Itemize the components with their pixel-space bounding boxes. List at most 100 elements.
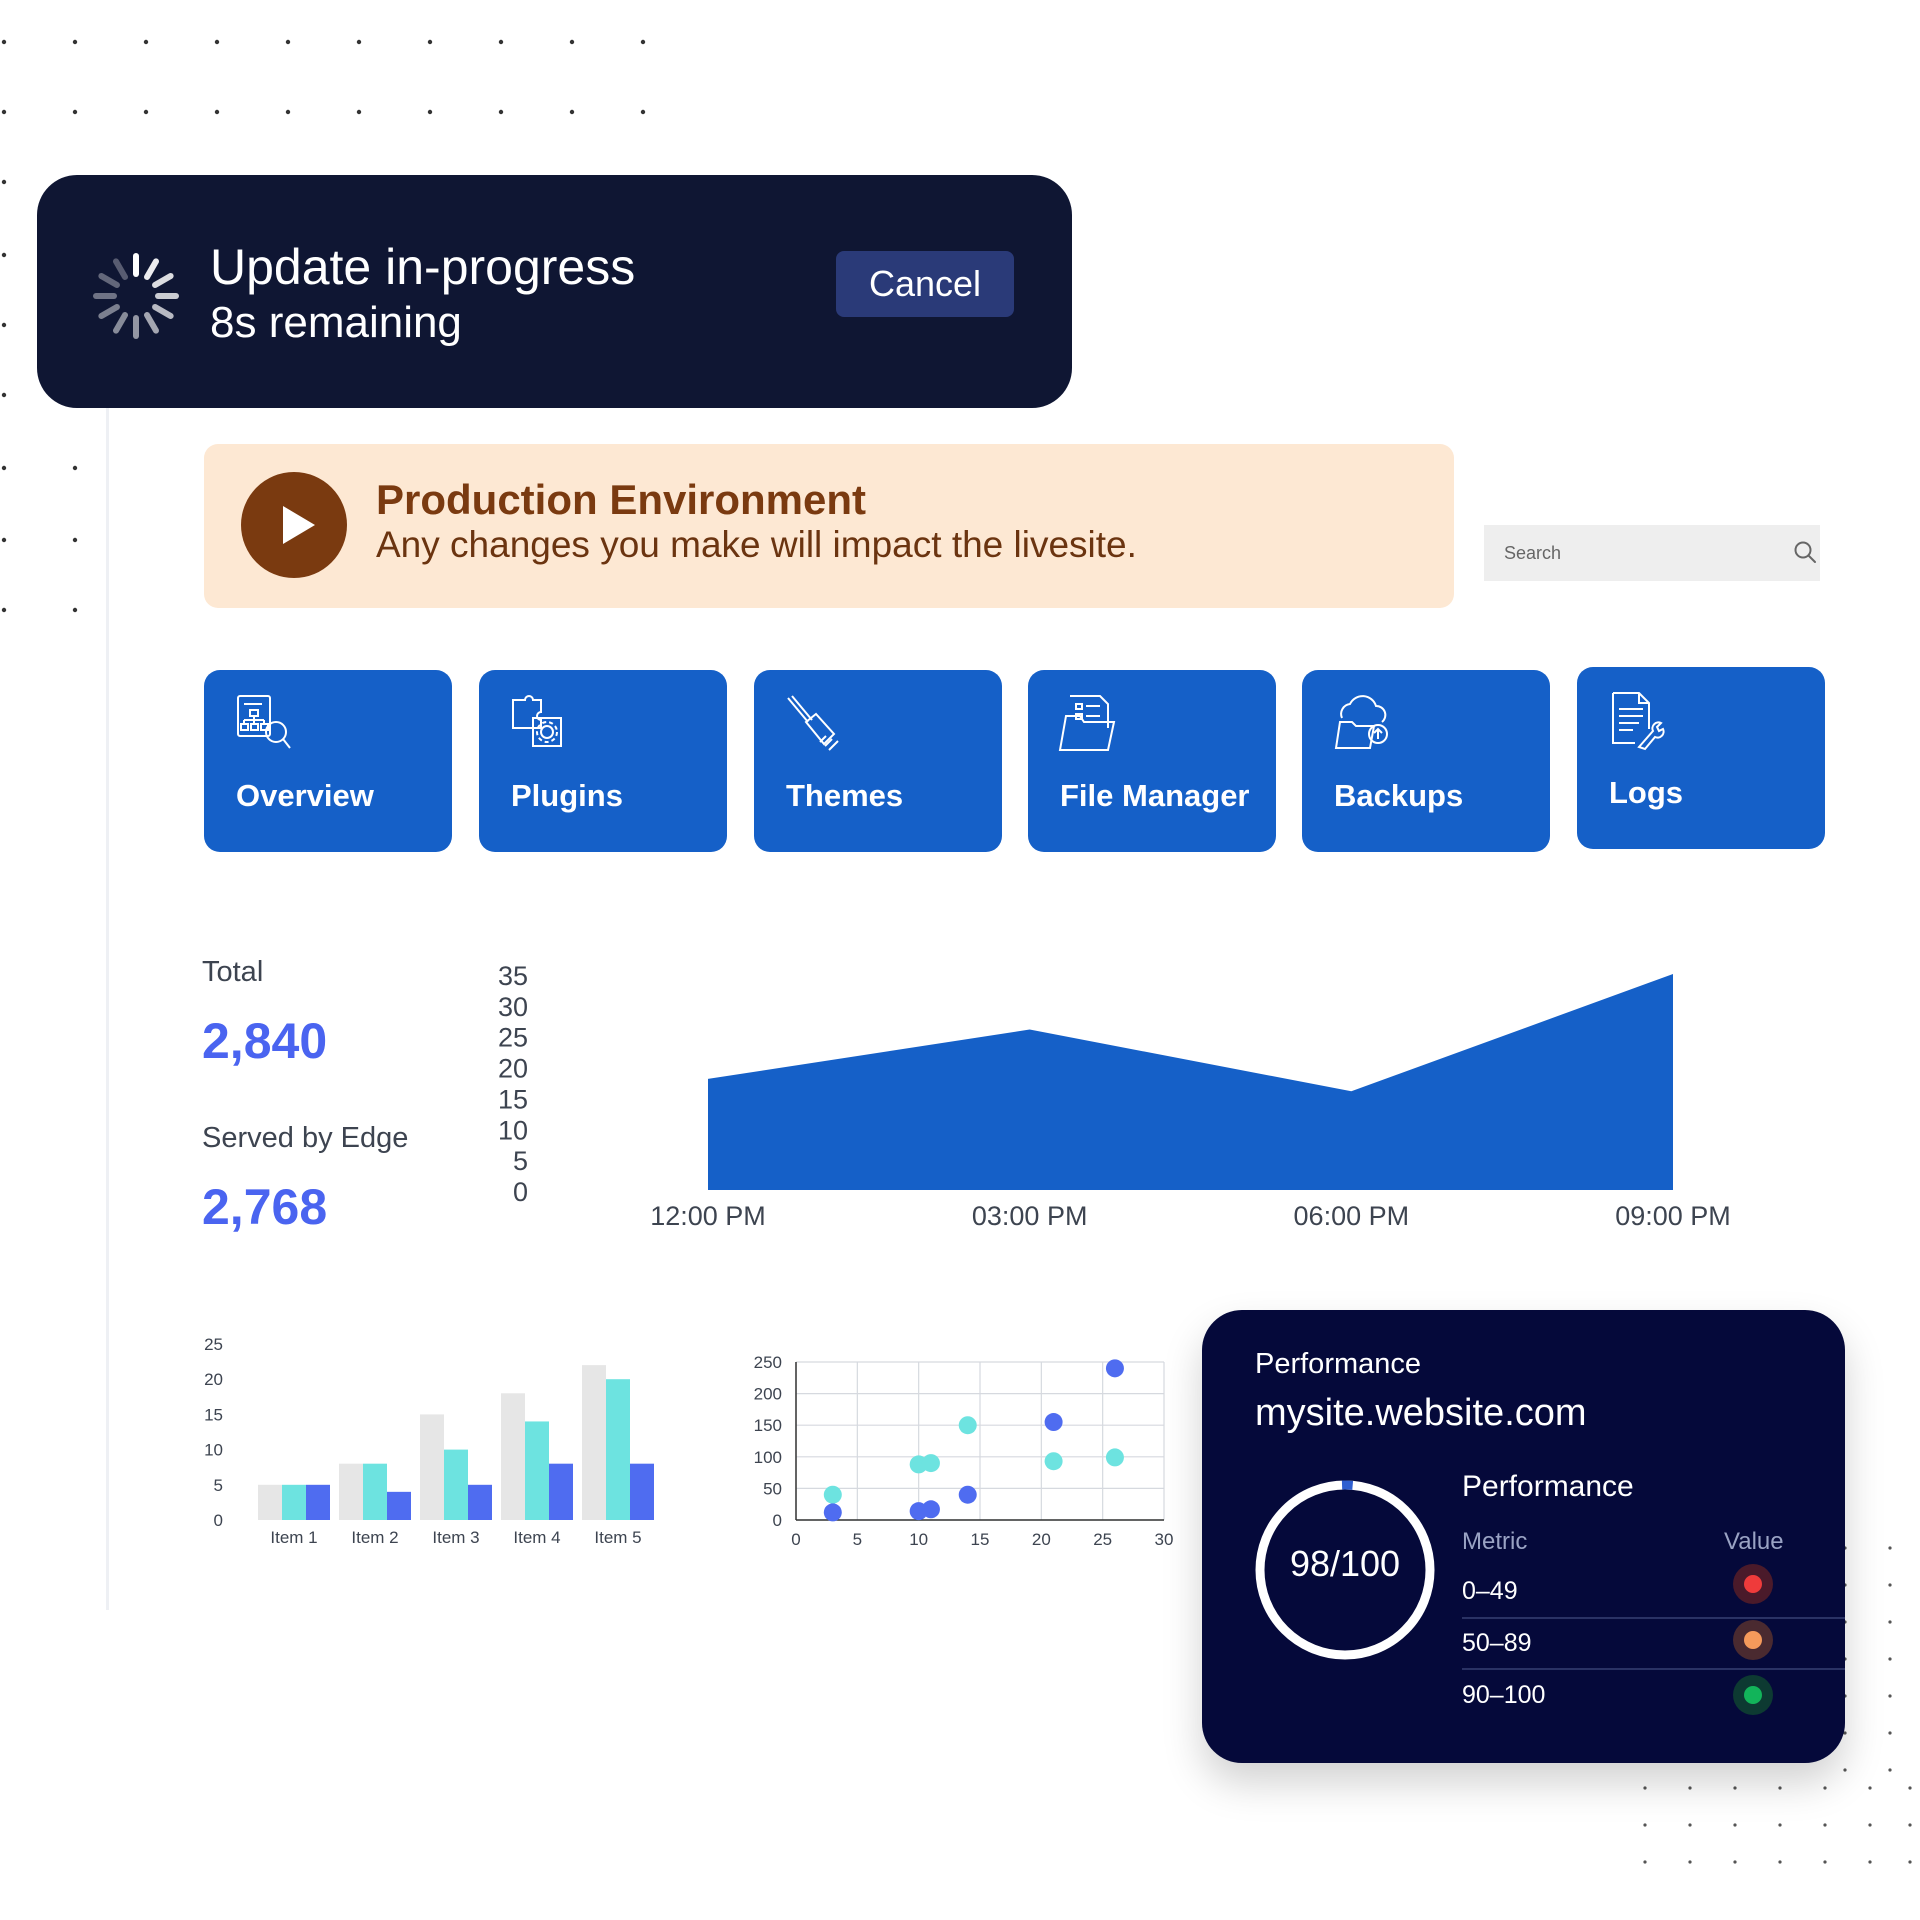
- row-divider: [1462, 1668, 1845, 1670]
- status-dot-red: [1733, 1564, 1773, 1604]
- tile-plugins[interactable]: Plugins: [479, 670, 727, 852]
- x-tick-label: 10: [909, 1530, 928, 1549]
- play-icon[interactable]: [241, 472, 347, 578]
- bar: [525, 1421, 549, 1520]
- scatter-point: [1044, 1413, 1063, 1432]
- area-series: [708, 974, 1673, 1190]
- metric-row-label: 90–100: [1462, 1681, 1546, 1709]
- y-tick-label: 150: [754, 1416, 782, 1435]
- bar: [363, 1463, 387, 1520]
- scatter-point: [1044, 1452, 1063, 1471]
- x-tick-label: 06:00 PM: [1294, 1201, 1410, 1231]
- x-tick-label: 20: [1032, 1530, 1051, 1549]
- y-tick-label: 30: [498, 992, 528, 1022]
- scatter-point: [909, 1455, 928, 1474]
- y-tick-label: 25: [204, 1335, 223, 1354]
- y-tick-label: 50: [763, 1479, 782, 1498]
- scatter-point: [921, 1500, 940, 1519]
- bar: [444, 1449, 468, 1520]
- update-title: Update in-progress: [210, 239, 636, 295]
- status-dot-green: [1733, 1675, 1773, 1715]
- loading-spinner-icon: [93, 253, 179, 339]
- search-icon[interactable]: [1792, 539, 1818, 565]
- tile-label: Backups: [1334, 778, 1464, 813]
- bar: [468, 1484, 492, 1520]
- tile-overview[interactable]: Overview: [204, 670, 452, 852]
- tile-label: Themes: [786, 778, 904, 813]
- x-tick-label: Item 5: [594, 1528, 641, 1547]
- x-tick-label: 0: [791, 1530, 800, 1549]
- performance-score: 98/100: [1289, 1543, 1401, 1584]
- document-wrench-icon: [1612, 692, 1665, 751]
- update-remaining-time: 8s remaining: [210, 298, 462, 347]
- tile-themes[interactable]: Themes: [754, 670, 1002, 852]
- scatter-point: [1105, 1448, 1124, 1467]
- folder-icon: [1058, 695, 1116, 751]
- y-tick-label: 0: [513, 1177, 528, 1207]
- scatter-point: [1105, 1359, 1124, 1378]
- sitemap-search-icon: [237, 695, 291, 749]
- tile-label: Plugins: [511, 778, 623, 813]
- status-dot-orange: [1733, 1620, 1773, 1660]
- y-tick-label: 200: [754, 1385, 782, 1404]
- tile-label: Overview: [236, 778, 374, 813]
- scatter-point: [958, 1485, 977, 1504]
- y-tick-label: 0: [773, 1511, 782, 1530]
- performance-subheading: Performance: [1462, 1470, 1634, 1503]
- bar: [582, 1365, 606, 1520]
- performance-heading: Performance: [1255, 1348, 1422, 1380]
- y-tick-label: 20: [204, 1370, 223, 1389]
- value-column-header: Value: [1724, 1528, 1784, 1555]
- x-tick-label: 5: [853, 1530, 862, 1549]
- banner-title: Production Environment: [376, 476, 867, 523]
- cancel-button[interactable]: Cancel: [836, 251, 1014, 317]
- scatter-point: [823, 1485, 842, 1504]
- paintbrush-icon: [787, 695, 839, 751]
- served-by-edge-value: 2,768: [202, 1179, 328, 1235]
- metric-row-label: 50–89: [1462, 1629, 1532, 1657]
- total-label: Total: [202, 956, 264, 988]
- bar: [501, 1393, 525, 1520]
- y-tick-label: 5: [513, 1146, 528, 1176]
- total-value: 2,840: [202, 1013, 328, 1069]
- y-tick-label: 20: [498, 1054, 528, 1084]
- bar: [420, 1414, 444, 1520]
- metric-column-header: Metric: [1462, 1528, 1528, 1555]
- scatter-point: [921, 1454, 940, 1473]
- performance-site-url: mysite.website.com: [1255, 1392, 1587, 1434]
- production-environment-banner: [204, 444, 1454, 608]
- x-tick-label: 15: [971, 1530, 990, 1549]
- metric-row-label: 0–49: [1462, 1577, 1518, 1605]
- tile-file-manager[interactable]: File Manager: [1028, 670, 1276, 852]
- scatter-point: [823, 1503, 842, 1522]
- banner-subtitle: Any changes you make will impact the liv…: [376, 524, 1137, 565]
- x-tick-label: Item 1: [270, 1528, 317, 1547]
- y-tick-label: 25: [498, 1023, 528, 1053]
- y-tick-label: 15: [204, 1405, 223, 1424]
- row-divider: [1462, 1617, 1845, 1619]
- x-tick-label: 03:00 PM: [972, 1201, 1088, 1231]
- tile-label: File Manager: [1060, 778, 1250, 813]
- x-tick-label: Item 2: [351, 1528, 398, 1547]
- y-tick-label: 5: [214, 1476, 223, 1495]
- bar: [606, 1379, 630, 1520]
- y-tick-label: 10: [498, 1115, 528, 1145]
- scatter-point: [958, 1416, 977, 1435]
- bar: [258, 1484, 282, 1520]
- y-tick-label: 35: [498, 961, 528, 991]
- x-tick-label: Item 4: [513, 1528, 560, 1547]
- tile-label: Logs: [1609, 775, 1684, 810]
- bar: [549, 1463, 573, 1520]
- y-tick-label: 250: [754, 1353, 782, 1372]
- served-by-edge-label: Served by Edge: [202, 1122, 409, 1154]
- bar: [306, 1484, 330, 1520]
- search-input[interactable]: [1484, 525, 1820, 581]
- x-tick-label: 12:00 PM: [650, 1201, 766, 1231]
- tile-logs[interactable]: Logs: [1577, 667, 1825, 849]
- bar: [339, 1463, 363, 1520]
- y-tick-label: 100: [754, 1448, 782, 1467]
- y-tick-label: 15: [498, 1084, 528, 1114]
- puzzle-gear-icon: [512, 695, 562, 747]
- tile-backups[interactable]: Backups: [1302, 670, 1550, 852]
- cloud-folder-icon: [1334, 695, 1388, 749]
